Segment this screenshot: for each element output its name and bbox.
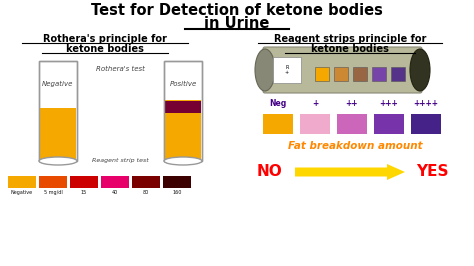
Ellipse shape <box>255 49 275 91</box>
Text: 5 mg/dl: 5 mg/dl <box>44 190 63 195</box>
Bar <box>391 67 405 81</box>
FancyArrow shape <box>295 164 405 180</box>
Text: ketone bodies: ketone bodies <box>311 44 389 54</box>
Text: in Urine: in Urine <box>204 16 270 31</box>
Bar <box>165 101 201 113</box>
Bar <box>101 176 129 188</box>
Text: +: + <box>312 99 318 108</box>
Text: 160: 160 <box>173 190 182 195</box>
Bar <box>263 114 293 134</box>
Text: +++: +++ <box>380 99 398 108</box>
Text: Positive: Positive <box>169 81 197 87</box>
Text: Negative: Negative <box>11 190 33 195</box>
Bar <box>164 61 202 161</box>
Text: R
+: R + <box>285 65 289 75</box>
Bar <box>334 67 348 81</box>
Bar <box>165 100 201 160</box>
Bar <box>8 176 36 188</box>
Bar <box>164 61 202 161</box>
Text: NO: NO <box>257 164 283 180</box>
Bar <box>411 114 441 134</box>
Text: ++: ++ <box>346 99 358 108</box>
Text: 15: 15 <box>81 190 87 195</box>
Bar <box>39 176 67 188</box>
Bar <box>337 114 367 134</box>
Text: 40: 40 <box>112 190 118 195</box>
Bar <box>39 61 77 161</box>
Text: Fat breakdown amount: Fat breakdown amount <box>288 141 422 151</box>
Text: Negative: Negative <box>42 81 73 87</box>
Bar <box>132 176 160 188</box>
Bar <box>315 67 329 81</box>
Ellipse shape <box>164 157 202 165</box>
Text: ketone bodies: ketone bodies <box>66 44 144 54</box>
Bar <box>70 176 98 188</box>
Bar <box>353 67 367 81</box>
Text: YES: YES <box>416 164 448 180</box>
Ellipse shape <box>39 157 77 165</box>
Bar <box>40 108 76 160</box>
FancyBboxPatch shape <box>263 47 422 93</box>
Ellipse shape <box>410 49 430 91</box>
Text: ++++: ++++ <box>413 99 438 108</box>
Text: Test for Detection of ketone bodies: Test for Detection of ketone bodies <box>91 3 383 18</box>
Text: Rothera's principle for: Rothera's principle for <box>43 34 167 44</box>
Text: Reagent strips principle for: Reagent strips principle for <box>274 34 426 44</box>
Text: Reagent strip test: Reagent strip test <box>91 158 148 163</box>
Bar <box>163 176 191 188</box>
Bar <box>39 61 77 161</box>
Bar <box>372 67 386 81</box>
Text: Rothera's test: Rothera's test <box>96 66 145 72</box>
Text: 80: 80 <box>143 190 149 195</box>
Bar <box>273 57 301 83</box>
Bar <box>374 114 404 134</box>
Text: Neg: Neg <box>269 99 287 108</box>
Bar <box>300 114 330 134</box>
